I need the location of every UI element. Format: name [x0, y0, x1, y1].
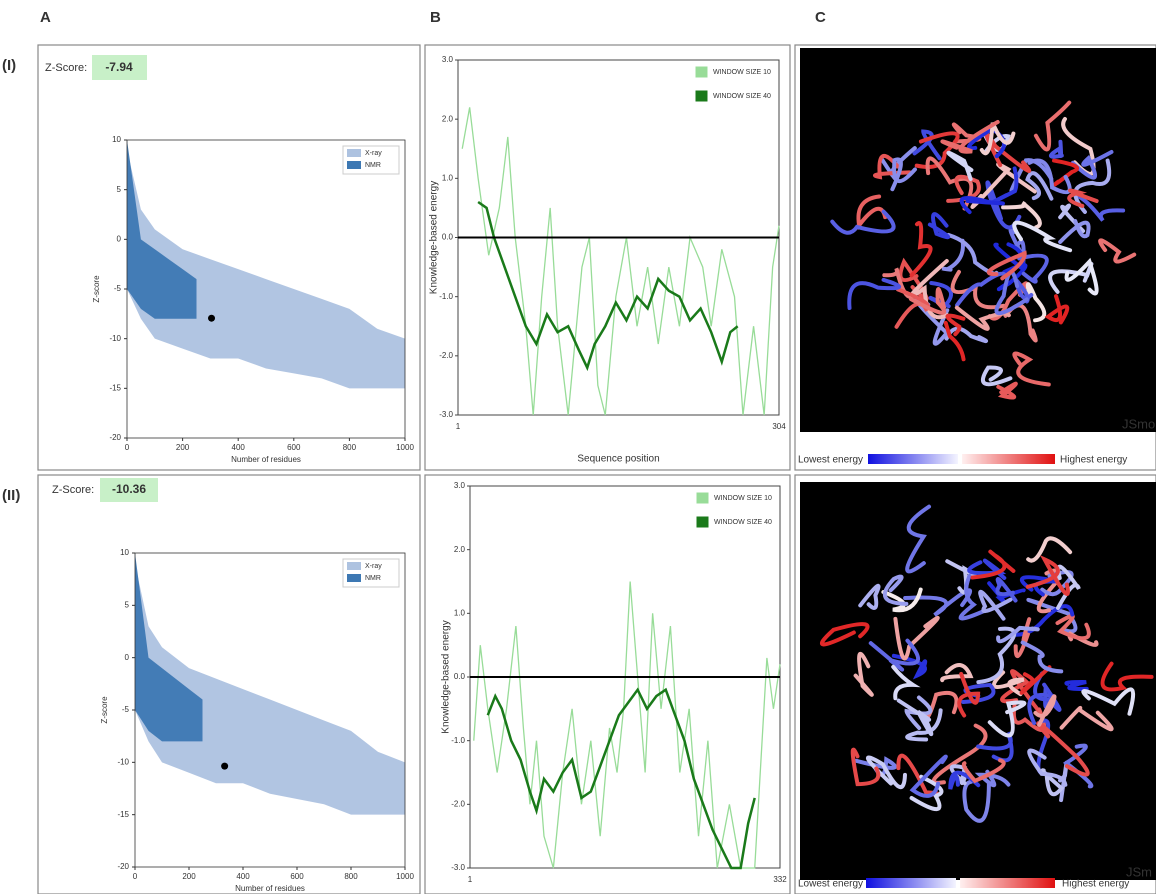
y-tick-label: 10	[120, 548, 129, 557]
y-axis-label: Knowledge-based energy	[441, 620, 452, 733]
zscore-label: Z-Score:	[45, 62, 87, 74]
zscore-value: -7.94	[105, 60, 133, 74]
x-tick-label: 200	[182, 872, 196, 881]
row-label: (II)	[2, 487, 20, 504]
page: { "panels": ["A", "B", "C"], "rows": [ {…	[0, 0, 1156, 894]
legend-swatch	[347, 562, 361, 570]
x-tick-label: 200	[176, 443, 190, 452]
y-tick-label: -10	[117, 757, 129, 766]
y-tick-label: -5	[122, 705, 130, 714]
y-tick-label: -3.0	[439, 410, 453, 419]
legend-swatch	[696, 516, 709, 528]
y-axis-label: Z-score	[100, 696, 109, 724]
y-tick-label: 5	[125, 600, 130, 609]
legend-label: NMR	[365, 575, 381, 582]
row-label: (I)	[2, 57, 16, 74]
panel-label: C	[815, 9, 826, 26]
panel-label: B	[430, 9, 441, 26]
legend-swatch	[695, 66, 708, 78]
y-tick-label: 0	[117, 234, 122, 243]
y-tick-label: 0.0	[442, 233, 454, 242]
watermark: JSmo	[1122, 416, 1155, 431]
x-tick-label: 600	[287, 443, 301, 452]
legend-label: NMR	[365, 162, 381, 169]
y-tick-label: -10	[109, 334, 121, 343]
x-tick-label: 0	[133, 872, 138, 881]
y-tick-label: 2.0	[442, 114, 454, 123]
x-axis-label: Number of residues	[231, 455, 301, 464]
panel-label: A	[40, 9, 51, 26]
legend-label: WINDOW SIZE 40	[713, 93, 771, 100]
legend-swatch	[347, 149, 361, 157]
x-tick-label: 1000	[396, 872, 414, 881]
y-tick-label: -2.0	[439, 351, 453, 360]
x-tick-label: 400	[236, 872, 250, 881]
y-tick-label: -15	[109, 383, 121, 392]
colorbar-label: Highest energy	[1060, 455, 1127, 466]
y-tick-label: 3.0	[442, 55, 454, 64]
x-tick-label: 400	[232, 443, 246, 452]
data-cloud	[135, 553, 203, 741]
x-tick-label: 0	[125, 443, 130, 452]
legend-label: WINDOW SIZE 40	[714, 519, 772, 526]
y-tick-label: 10	[112, 135, 121, 144]
colorbar-label: Lowest energy	[798, 879, 863, 890]
legend-swatch	[347, 161, 361, 169]
legend-label: X-ray	[365, 563, 382, 570]
query-point	[221, 763, 228, 770]
y-tick-label: 5	[117, 185, 122, 194]
colorbar-label: Lowest energy	[798, 455, 863, 466]
legend-label: X-ray	[365, 150, 382, 157]
watermark: JSm	[1126, 864, 1152, 879]
x-axis-label: Sequence position	[577, 454, 659, 465]
y-tick-label: 0.0	[454, 672, 466, 681]
legend-label: WINDOW SIZE 10	[713, 69, 771, 76]
y-tick-label: -1.0	[451, 736, 465, 745]
x-tick-label: 800	[344, 872, 358, 881]
colorbar	[866, 878, 956, 888]
colorbar	[960, 878, 1055, 888]
x-tick-label: 600	[290, 872, 304, 881]
y-axis-label: Knowledge-based energy	[429, 181, 440, 294]
colorbar	[868, 454, 958, 464]
legend-swatch	[696, 492, 709, 504]
x-tick-label: 304	[772, 422, 786, 431]
figure: A B C (I) (II) Z-Score: -7.94 Z-Score: -…	[0, 0, 1156, 894]
y-tick-label: -5	[114, 284, 122, 293]
y-axis-label: Z-score	[92, 275, 101, 303]
y-tick-label: -2.0	[451, 799, 465, 808]
y-tick-label: 0	[125, 653, 130, 662]
x-tick-label: 800	[343, 443, 357, 452]
x-tick-label: 332	[773, 875, 787, 884]
zscore-value: -10.36	[112, 482, 146, 496]
y-tick-label: -15	[117, 810, 129, 819]
y-tick-label: 1.0	[454, 608, 466, 617]
panel-border	[38, 45, 420, 470]
y-tick-label: -20	[109, 433, 121, 442]
legend-label: WINDOW SIZE 10	[714, 495, 772, 502]
x-axis-label: Number of residues	[235, 884, 305, 893]
colorbar	[962, 454, 1055, 464]
legend-swatch	[695, 90, 708, 102]
x-tick-label: 1000	[396, 443, 414, 452]
y-tick-label: 1.0	[442, 173, 454, 182]
colorbar-label: Highest energy	[1062, 879, 1129, 890]
y-tick-label: -3.0	[451, 863, 465, 872]
x-tick-label: 1	[468, 875, 473, 884]
y-tick-label: 3.0	[454, 481, 466, 490]
zscore-label: Z-Score:	[52, 484, 94, 496]
x-tick-label: 1	[456, 422, 461, 431]
legend-swatch	[347, 574, 361, 582]
data-cloud	[127, 140, 197, 319]
y-tick-label: 2.0	[454, 545, 466, 554]
y-tick-label: -1.0	[439, 292, 453, 301]
query-point	[208, 315, 215, 322]
y-tick-label: -20	[117, 862, 129, 871]
